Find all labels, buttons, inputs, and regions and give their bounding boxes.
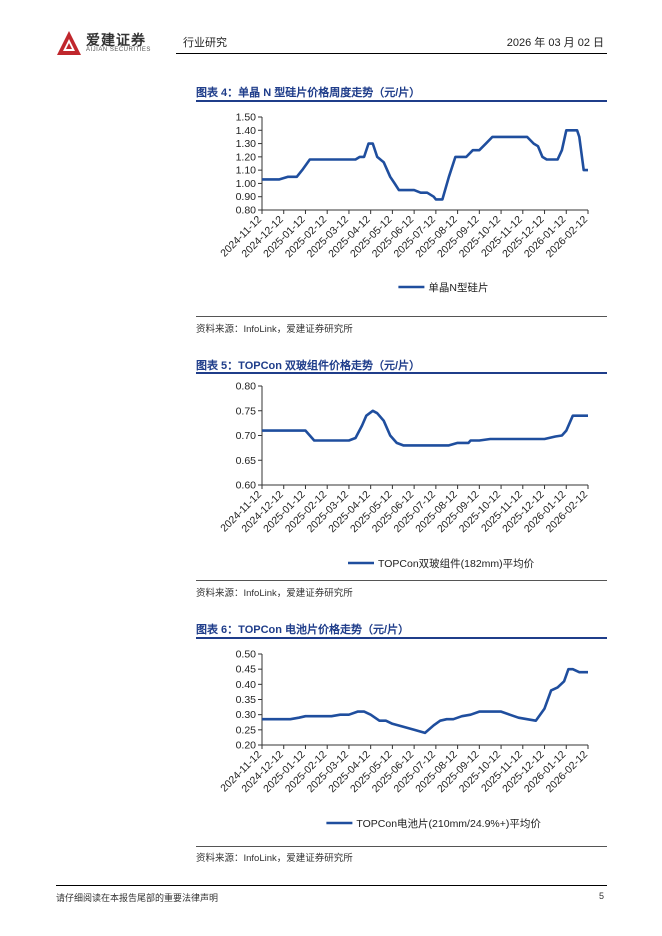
figure-6-source: 资料来源：InfoLink，爱建证券研究所	[196, 853, 353, 864]
figure-5-source: 资料来源：InfoLink，爱建证券研究所	[196, 588, 353, 599]
figure-4-bottom-rule	[196, 316, 607, 317]
y-tick-label: 1.00	[236, 178, 257, 190]
page-header: 爱建证券 AIJIAN SECURITIES 行业研究 2026 年 03 月 …	[0, 0, 662, 60]
figure-6-chart: 0.200.250.300.350.400.450.502024-11-1220…	[218, 649, 590, 831]
figure-6-bottom-rule	[196, 846, 607, 847]
y-tick-label: 0.50	[236, 649, 257, 661]
figure-6-title: 图表 6：TOPCon 电池片价格走势（元/片）	[196, 624, 410, 636]
legend-label: 单晶N型硅片	[428, 281, 488, 294]
legend-label: TOPCon双玻组件(182mm)平均价	[378, 557, 535, 570]
figure-5-bottom-rule	[196, 580, 607, 581]
y-tick-label: 0.25	[236, 724, 257, 736]
y-tick-label: 0.75	[236, 405, 257, 417]
figure-5-top-rule	[196, 372, 607, 374]
series-line	[262, 409, 588, 447]
y-tick-label: 0.30	[236, 709, 257, 721]
report-date: 2026 年 03 月 02 日	[506, 37, 604, 49]
company-logo: 爱建证券 AIJIAN SECURITIES	[56, 30, 156, 56]
y-tick-label: 1.20	[236, 151, 257, 163]
y-tick-label: 0.45	[236, 664, 257, 676]
y-tick-label: 0.70	[236, 430, 257, 442]
page-number: 5	[598, 891, 604, 901]
figure-4-source: 资料来源：InfoLink，爱建证券研究所	[196, 324, 353, 335]
y-tick-label: 0.90	[236, 191, 257, 203]
company-name-en: AIJIAN SECURITIES	[86, 47, 151, 53]
y-tick-label: 0.35	[236, 694, 257, 706]
figure-5-chart: 0.600.650.700.750.802024-11-122024-12-12…	[218, 381, 590, 571]
y-tick-label: 0.40	[236, 679, 257, 691]
logo-triangle-icon	[57, 31, 81, 55]
series-line	[262, 667, 588, 735]
y-tick-label: 1.10	[236, 165, 257, 177]
y-tick-label: 0.80	[236, 381, 257, 393]
header-divider	[176, 53, 607, 54]
y-tick-label: 1.40	[236, 125, 257, 137]
y-tick-label: 1.50	[236, 112, 257, 124]
y-tick-label: 1.30	[236, 138, 257, 150]
figure-4-chart: 0.800.901.001.101.201.301.401.502024-11-…	[218, 112, 590, 295]
figure-5-title: 图表 5：TOPCon 双玻组件价格走势（元/片）	[196, 360, 421, 372]
footer-disclaimer: 请仔细阅读在本报告尾部的重要法律声明	[56, 893, 219, 903]
figure-6-top-rule	[196, 637, 607, 639]
y-tick-label: 0.60	[236, 480, 257, 492]
company-name-cn: 爱建证券	[86, 32, 146, 48]
series-line	[262, 128, 588, 201]
legend-label: TOPCon电池片(210mm/24.9%+)平均价	[356, 817, 541, 830]
figure-4-top-rule	[196, 100, 607, 102]
y-tick-label: 0.65	[236, 455, 257, 467]
y-tick-label: 0.80	[236, 205, 257, 217]
y-tick-label: 0.20	[236, 740, 257, 752]
report-category: 行业研究	[183, 37, 227, 49]
figure-4-title: 图表 4：单晶 N 型硅片价格周度走势（元/片）	[196, 87, 421, 99]
footer-divider	[56, 885, 607, 886]
